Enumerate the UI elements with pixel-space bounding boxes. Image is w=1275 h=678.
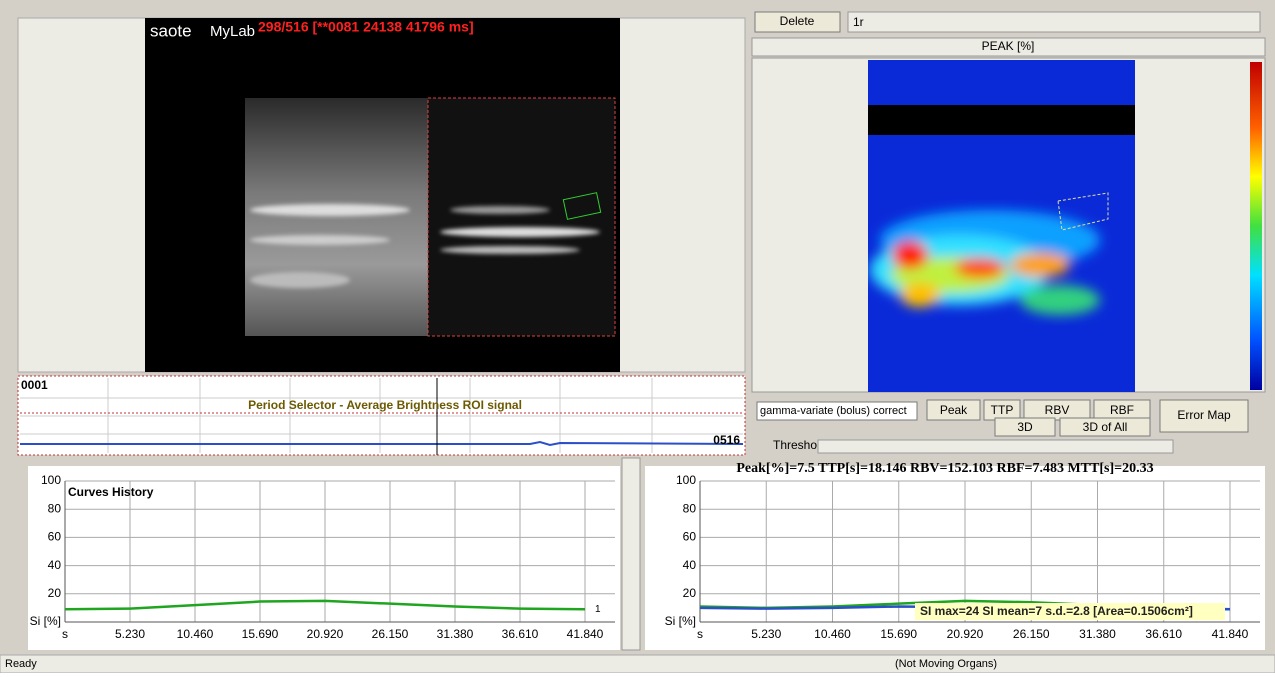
period-title: Period Selector - Average Brightness ROI… — [248, 398, 522, 412]
contrast-image — [428, 98, 615, 336]
chart: 20 40 60 80 100 s 5.230 10.460 15.690 20.920 26.15… — [645, 461, 1265, 650]
y-tick-label: 100 — [41, 473, 61, 487]
button-label: Peak — [940, 403, 968, 417]
y-tick-label: 60 — [48, 530, 62, 544]
period-end: 0516 — [713, 433, 740, 447]
y-tick-label: 40 — [48, 558, 62, 572]
button-label: 3D of All — [1083, 420, 1128, 434]
annotation: SI max=24 SI mean=7 s.d.=2.8 [Area=0.150… — [920, 604, 1193, 618]
x-tick-label: 15.690 — [880, 627, 917, 641]
control-button[interactable]: Peak — [927, 400, 980, 420]
x-tick-label: 15.690 — [242, 627, 279, 641]
chart: 20 40 60 80 100 s 5.230 10.460 15.690 20.920 26.15… — [28, 466, 620, 650]
map-title: PEAK [%] — [982, 39, 1035, 53]
color-bar — [1250, 62, 1262, 390]
x-tick-label: 5.230 — [115, 627, 145, 641]
status-ready: Ready — [5, 658, 37, 670]
button-label: Delete — [780, 14, 815, 28]
threshold-slider[interactable] — [818, 440, 1173, 453]
y-tick-label: 80 — [683, 501, 697, 515]
delete-button[interactable]: Delete — [755, 12, 840, 32]
chart-title: Curves History — [68, 485, 154, 499]
frame-info: 298/516 [**0081 24138 41796 ms] — [258, 19, 474, 35]
control-button[interactable]: RBF — [1094, 400, 1150, 420]
x-tick-label: 20.920 — [307, 627, 344, 641]
x-tick-label: 31.380 — [437, 627, 474, 641]
page: saote MyLab 298/516 [**0081 24138 41796 … — [0, 0, 1275, 673]
period-start: 0001 — [21, 378, 48, 392]
app-window: saote MyLab 298/516 [**0081 24138 41796 … — [0, 0, 1275, 673]
x-tick-label: 31.380 — [1079, 627, 1116, 641]
button-label: Error Map — [1177, 408, 1231, 422]
chart-title: Peak[%]=7.5 TTP[s]=18.146 RBV=152.103 RB… — [736, 461, 1153, 476]
control-button[interactable]: 3D of All — [1060, 418, 1150, 436]
field-text: 1r — [853, 15, 864, 29]
button-label: RBF — [1110, 403, 1134, 417]
status-mode: (Not Moving Organs) — [895, 658, 997, 670]
scrollbar[interactable] — [622, 458, 640, 650]
button-label: TTP — [991, 403, 1014, 417]
y-axis-label: Si [%] — [30, 614, 61, 628]
bmode-image — [245, 98, 428, 336]
error-map-button[interactable]: Error Map — [1160, 400, 1248, 432]
x-tick-label: 10.460 — [814, 627, 851, 641]
control-button[interactable]: TTP — [984, 400, 1020, 420]
x-tick-label: 20.920 — [947, 627, 984, 641]
x-tick-label: 26.150 — [372, 627, 409, 641]
x-tick-label: 41.840 — [567, 627, 604, 641]
y-tick-label: 20 — [48, 586, 62, 600]
y-tick-label: 40 — [683, 558, 697, 572]
y-tick-label: 20 — [683, 586, 697, 600]
status-bar — [0, 655, 1275, 673]
y-axis-label: Si [%] — [665, 614, 696, 628]
control-button[interactable]: RBV — [1024, 400, 1090, 420]
name-field[interactable] — [848, 12, 1260, 32]
x-tick-label: 36.610 — [1145, 627, 1182, 641]
dropdown-text: gamma-variate (bolus) correct — [760, 405, 907, 417]
y-tick-label: 60 — [683, 530, 697, 544]
y-tick-label: 100 — [676, 473, 696, 487]
series-end-label: 1 — [595, 604, 601, 615]
x-tick-label: s — [697, 627, 703, 641]
logo-left: saote — [150, 21, 192, 40]
x-tick-label: 26.150 — [1013, 627, 1050, 641]
control-button[interactable]: 3D — [995, 418, 1055, 436]
y-tick-label: 80 — [48, 501, 62, 515]
parametric-map — [868, 60, 1135, 392]
x-tick-label: 10.460 — [177, 627, 214, 641]
logo-right: MyLab — [210, 23, 255, 40]
button-label: RBV — [1045, 403, 1070, 417]
x-tick-label: 5.230 — [751, 627, 781, 641]
button-label: 3D — [1017, 420, 1033, 434]
x-tick-label: s — [62, 627, 68, 641]
x-tick-label: 36.610 — [502, 627, 539, 641]
x-tick-label: 41.840 — [1212, 627, 1249, 641]
